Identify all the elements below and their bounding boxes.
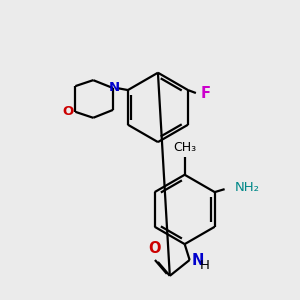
Text: NH₂: NH₂: [235, 181, 260, 194]
Text: N: N: [192, 254, 204, 268]
Text: CH₃: CH₃: [173, 141, 196, 154]
Text: O: O: [63, 105, 74, 119]
Text: N: N: [109, 81, 120, 94]
Text: H: H: [200, 260, 209, 272]
Text: F: F: [201, 85, 211, 100]
Text: O: O: [149, 241, 161, 256]
